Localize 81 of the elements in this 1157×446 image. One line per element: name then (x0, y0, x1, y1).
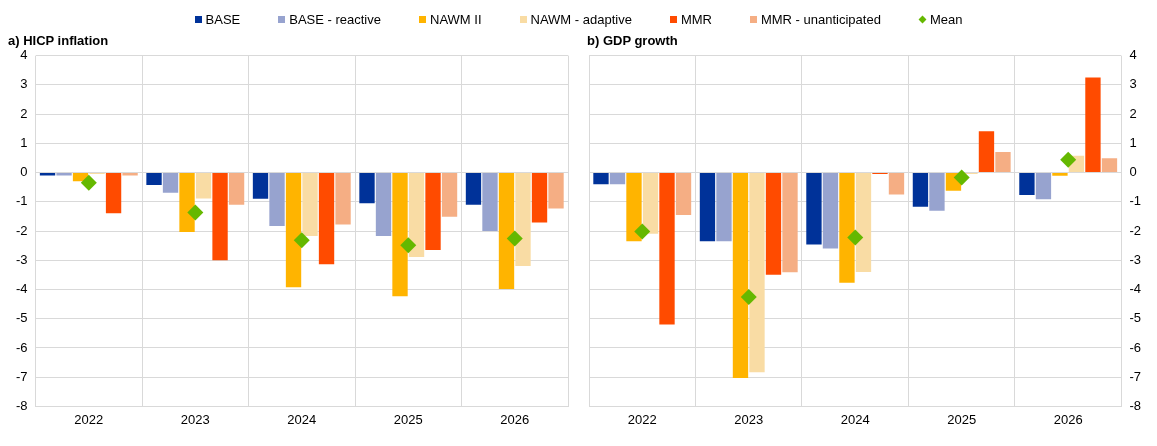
bar (732, 173, 749, 379)
x-tick-label: 2023 (734, 411, 764, 427)
bar (1101, 158, 1118, 173)
y-tick-label: -2 (1129, 222, 1141, 238)
bar (912, 173, 929, 207)
bar (822, 173, 839, 249)
y-tick-label: -2 (16, 222, 28, 238)
x-tick-label: 2022 (74, 411, 104, 427)
point (506, 230, 523, 247)
y-tick-label: 1 (1129, 134, 1137, 150)
bar (1085, 77, 1101, 173)
y-tick-label: -7 (1129, 368, 1141, 384)
y-tick-label: -6 (1129, 339, 1141, 355)
y-tick-label: 4 (20, 47, 28, 63)
bar (782, 173, 798, 273)
bar (995, 152, 1011, 173)
legend-label: BASE (205, 11, 241, 27)
legend-label: MMR (680, 11, 712, 27)
bar (642, 173, 659, 234)
bar (593, 173, 609, 185)
point (1060, 151, 1077, 168)
y-tick-label: -7 (16, 368, 28, 384)
bar (1019, 173, 1035, 196)
bar (806, 173, 822, 245)
y-tick-label: -8 (16, 397, 28, 413)
bar (929, 173, 945, 211)
legend-label: NAWM II (430, 11, 482, 27)
point (400, 237, 417, 254)
bar (855, 173, 872, 272)
x-tick-label: 2025 (947, 411, 977, 427)
y-tick-label: 4 (1129, 47, 1137, 63)
bar (1035, 173, 1052, 200)
point (740, 289, 757, 306)
bar (659, 173, 675, 325)
bar (749, 173, 765, 373)
point (634, 223, 651, 240)
point (953, 169, 970, 186)
legend-label: BASE - reactive (289, 11, 381, 27)
bar (1052, 173, 1068, 176)
x-tick-label: 2024 (287, 411, 317, 427)
y-tick-label: -4 (1129, 281, 1141, 297)
point (80, 174, 97, 191)
x-tick-label: 2024 (840, 411, 870, 427)
y-tick-label: -8 (1129, 397, 1141, 413)
x-tick-label: 2025 (393, 411, 423, 427)
x-tick-label: 2026 (500, 411, 530, 427)
y-tick-label: -5 (16, 310, 28, 326)
bar (765, 173, 782, 275)
y-tick-label: -3 (16, 251, 28, 267)
x-tick-label: 2023 (180, 411, 210, 427)
y-tick-label: 2 (20, 105, 28, 121)
y-tick-label: -3 (1129, 251, 1141, 267)
y-tick-label: -1 (1129, 193, 1141, 209)
x-tick-label: 2026 (1053, 411, 1083, 427)
y-tick-label: -1 (16, 193, 28, 209)
y-tick-label: -6 (16, 339, 28, 355)
y-tick-label: -4 (16, 281, 28, 297)
x-tick-label: 2022 (627, 411, 657, 427)
bar (626, 173, 642, 242)
y-tick-label: 3 (20, 76, 28, 92)
y-tick-label: -5 (1129, 310, 1141, 326)
bar (716, 173, 732, 242)
chart-title: a) HICP inflation (8, 33, 109, 49)
y-tick-label: 0 (1129, 164, 1137, 180)
bar (978, 131, 995, 173)
bar (888, 173, 905, 195)
y-tick-label: 0 (20, 164, 28, 180)
bar (699, 173, 716, 242)
bar (675, 173, 692, 215)
y-tick-label: 1 (20, 134, 28, 150)
bar (609, 173, 626, 185)
legend-label: Mean (929, 11, 963, 27)
point (293, 232, 310, 249)
y-tick-label: 3 (1129, 76, 1137, 92)
legend-label: MMR - unanticipated (760, 11, 881, 27)
chart-title: b) GDP growth (587, 33, 678, 49)
legend-label: NAWM - adaptive (530, 11, 632, 27)
point (187, 204, 204, 221)
bar (839, 173, 855, 283)
point (847, 229, 864, 246)
y-tick-label: 2 (1129, 105, 1137, 121)
